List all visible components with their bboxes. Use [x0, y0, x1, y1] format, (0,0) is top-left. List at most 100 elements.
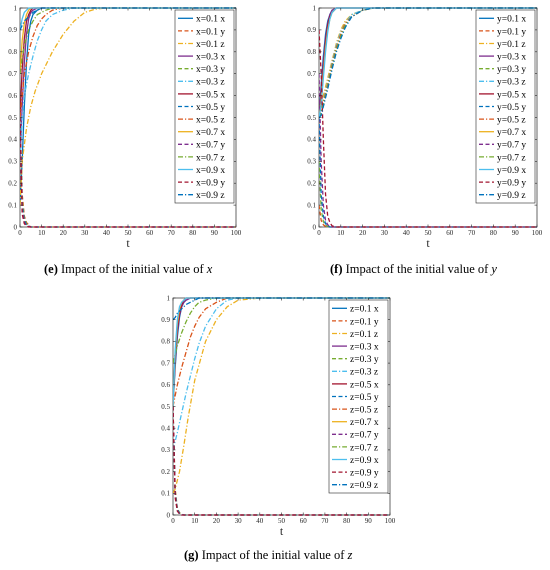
legend-label: y=0.3 z: [497, 78, 526, 88]
y-tick-label: 0.4: [161, 425, 170, 433]
legend-label: y=0.7 y: [497, 141, 526, 151]
y-tick-label: 0.8: [307, 48, 316, 56]
series-line-f-4: [319, 161, 537, 228]
legend-label: y=0.1 y: [497, 27, 526, 37]
x-tick-label: 60: [146, 229, 154, 237]
x-tick-label: 60: [446, 229, 454, 237]
legend-label: y=0.5 y: [497, 103, 526, 113]
x-tick-label: 10: [38, 229, 46, 237]
legend-label: z=0.3 x: [350, 343, 379, 353]
y-tick-label: 0.1: [8, 201, 17, 209]
legend-label: y=0.9 z: [497, 191, 526, 201]
y-tick-label: 1: [313, 4, 317, 12]
x-tick-label: 90: [512, 229, 520, 237]
x-tick-label: 80: [343, 517, 351, 525]
y-tick-label: 0.3: [161, 446, 170, 454]
legend: x=0.1 x x=0.1 y x=0.1 z x=0.3 x x=0.3 y x=0.3…: [174, 9, 235, 204]
caption-text: Impact of the initial value of: [61, 262, 204, 276]
series-lines: [319, 7, 537, 228]
series-line-e-12: [20, 7, 236, 31]
legend-label: x=0.9 z: [196, 191, 225, 201]
x-tick-label: 100: [385, 517, 396, 525]
legend-label: z=0.7 z: [350, 443, 378, 453]
y-tick-label: 0.2: [8, 180, 17, 188]
legend: y=0.1 x y=0.1 y y=0.1 z y=0.3 x y=0.3 y y=0.3…: [475, 9, 536, 204]
legend-label: x=0.9 x: [196, 166, 225, 176]
legend-label: z=0.9 y: [350, 469, 379, 479]
caption-f: (f) Impact of the initial value of y: [330, 262, 497, 277]
legend-label: z=0.7 y: [350, 431, 379, 441]
y-tick-label: 0.7: [307, 70, 316, 78]
x-axis-label: t: [426, 236, 430, 250]
y-tick-label: 0.9: [8, 26, 17, 34]
y-tick-label: 0.5: [307, 114, 316, 122]
legend-label: y=0.7 z: [497, 153, 526, 163]
x-tick-label: 40: [103, 229, 111, 237]
series-line-f-13: [319, 29, 537, 228]
chart-panel-e: 0 10 20 30 40 50 60 70 80 90 100 0 0.1 0.2 0.3 0.4 0.5 0.…: [8, 4, 242, 250]
y-tick-label: 0.3: [307, 158, 316, 166]
legend-label: y=0.3 x: [497, 53, 526, 63]
caption-text: Impact of the initial value of: [201, 548, 345, 562]
x-tick-label: 70: [168, 229, 176, 237]
caption-variable: y: [491, 262, 497, 276]
legend-label: z=0.5 z: [350, 406, 378, 416]
legend-label: y=0.5 x: [497, 90, 526, 100]
y-tick-label: 0.2: [307, 180, 316, 188]
x-tick-label: 20: [213, 517, 221, 525]
chart-panel-f: 0 10 20 30 40 50 60 70 80 90 100 0 0.1 0.2 0.3 0.4 0.5 0.…: [307, 4, 543, 250]
y-tick-label: 0.7: [8, 70, 17, 78]
x-tick-label: 20: [359, 229, 367, 237]
y-tick-label: 0.5: [8, 114, 17, 122]
legend-label: z=0.5 x: [350, 380, 379, 390]
y-tick-label: 1: [167, 294, 171, 302]
legend-label: x=0.3 y: [196, 65, 225, 75]
x-tick-label: 70: [468, 229, 476, 237]
legend-label: x=0.9 y: [196, 179, 225, 189]
x-tick-label: 10: [191, 517, 199, 525]
y-tick-label: 0.4: [307, 136, 316, 144]
legend-label: y=0.1 x: [497, 15, 526, 25]
legend-label: x=0.1 y: [196, 27, 225, 37]
x-tick-label: 10: [337, 229, 345, 237]
x-tick-label: 90: [211, 229, 219, 237]
legend-label: y=0.5 z: [497, 116, 526, 126]
caption-g: (g) Impact of the initial value of z: [184, 548, 352, 563]
legend-label: z=0.9 z: [350, 481, 378, 491]
y-tick-label: 0.6: [161, 381, 170, 389]
y-tick-label: 0.3: [8, 158, 17, 166]
legend-label: z=0.1 z: [350, 330, 378, 340]
legend-label: y=0.3 y: [497, 65, 526, 75]
legend-label: x=0.5 z: [196, 116, 225, 126]
series-line-g-5: [173, 297, 390, 451]
caption-letter: (e): [44, 262, 58, 276]
y-tick-label: 0.9: [161, 316, 170, 324]
y-tick-label: 0.8: [8, 48, 17, 56]
x-tick-label: 30: [81, 229, 89, 237]
x-tick-label: 70: [321, 517, 329, 525]
series-line-g-14: [173, 297, 390, 321]
x-tick-label: 40: [403, 229, 411, 237]
y-tick-label: 0: [14, 223, 18, 231]
x-tick-label: 80: [189, 229, 197, 237]
legend-label: z=0.5 y: [350, 393, 379, 403]
x-tick-label: 50: [278, 517, 286, 525]
legend-label: x=0.3 z: [196, 78, 225, 88]
caption-variable: x: [206, 262, 213, 276]
y-tick-label: 0.1: [307, 201, 316, 209]
legend-label: y=0.9 x: [497, 166, 526, 176]
x-tick-label: 90: [365, 517, 373, 525]
x-tick-label: 20: [60, 229, 68, 237]
x-tick-label: 0: [317, 229, 321, 237]
x-tick-label: 0: [18, 229, 22, 237]
legend-label: x=0.3 x: [196, 53, 225, 63]
x-tick-label: 30: [381, 229, 389, 237]
series-line-g-2: [173, 297, 390, 494]
series-line-g-12: [173, 297, 390, 407]
legend-label: z=0.3 y: [350, 355, 379, 365]
caption-letter: (g): [184, 548, 199, 562]
series-line-e-14: [20, 7, 236, 31]
legend-label: x=0.7 x: [196, 128, 225, 138]
x-tick-label: 80: [490, 229, 498, 237]
y-tick-label: 0.5: [161, 403, 170, 411]
